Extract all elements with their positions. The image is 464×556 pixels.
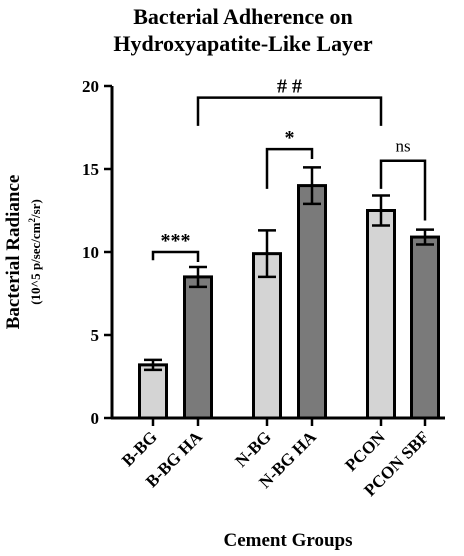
x-tick-label-b-bg: B-BG	[118, 427, 161, 470]
y-axis-label-sub-suffix: /sr)	[28, 199, 43, 219]
y-axis-sublabel: (10^5 p/sec/cm2/sr)	[27, 199, 43, 305]
significance-label-3: # #	[277, 76, 302, 98]
chart-title-line1: Bacterial Adherence on	[133, 4, 353, 29]
y-tick-label-5: 5	[91, 326, 100, 345]
y-axis-label: Bacterial Radiance	[3, 175, 24, 330]
chart-title-line2: Hydroxyapatite-Like Layer	[113, 31, 373, 56]
significance-bracket-3	[196, 96, 383, 126]
y-tick-label-15: 15	[82, 160, 99, 179]
bar-pcon	[366, 209, 396, 420]
y-axis-label-sub: (10^5 p/sec/cm2/sr)	[27, 199, 43, 305]
significance-label-2: ns	[395, 137, 410, 156]
y-tick-label-0: 0	[91, 409, 100, 428]
y-tick-label-10: 10	[82, 243, 99, 262]
significance-bracket-2	[379, 159, 427, 221]
significance-label-0: ***	[161, 230, 191, 252]
bar-b-bg-ha	[183, 275, 213, 420]
significance-label-1: *	[285, 127, 295, 149]
y-axis-label-sub-sup: 2	[27, 217, 37, 222]
y-axis-label-sub-prefix: (10^5 p/sec/cm	[28, 222, 43, 304]
bar-pcon-sbf	[410, 235, 440, 420]
significance-bracket-0	[151, 250, 200, 262]
y-axis-label-main: Bacterial Radiance	[3, 175, 24, 330]
y-tick-label-20: 20	[82, 77, 99, 96]
bar-n-bg	[252, 252, 282, 420]
bar-b-bg	[138, 363, 168, 420]
significance-bracket-1	[265, 147, 314, 189]
bar-n-bg-ha	[297, 184, 327, 420]
x-axis-label: Cement Groups	[224, 530, 353, 551]
